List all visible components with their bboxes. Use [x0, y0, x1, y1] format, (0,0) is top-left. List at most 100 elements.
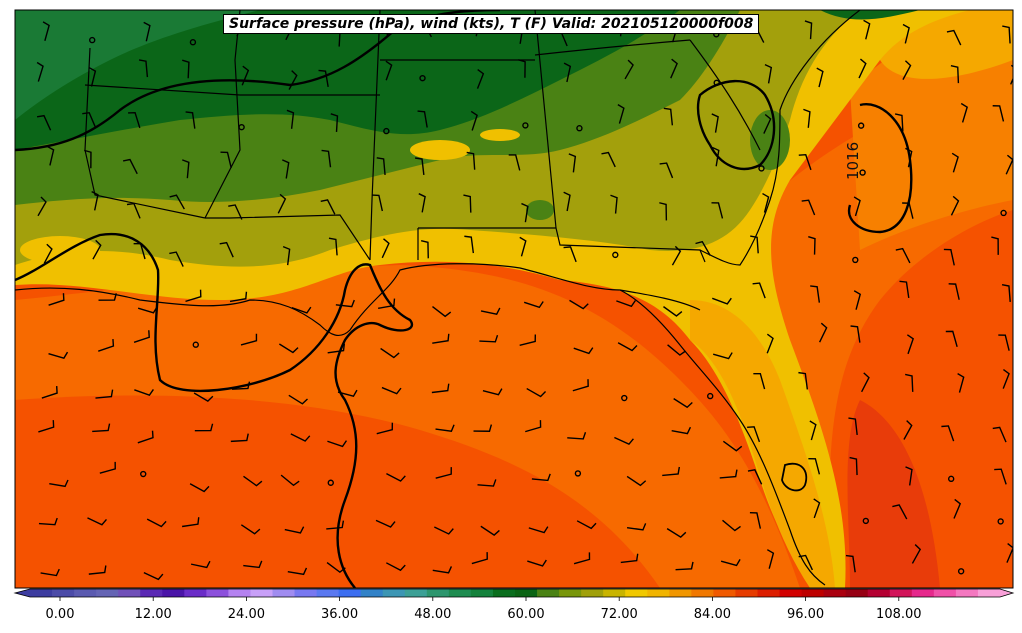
wind-barb — [378, 298, 396, 310]
colorbar-swatch — [228, 589, 252, 597]
wind-barb — [326, 520, 345, 530]
wind-barb — [228, 204, 243, 220]
wind-barb — [695, 240, 711, 256]
wind-barb — [614, 436, 634, 446]
colorbar-swatch — [118, 589, 141, 597]
wind-barb — [950, 64, 960, 84]
wind-barb — [853, 196, 861, 217]
wind-barb — [905, 147, 913, 168]
wind-barb — [48, 351, 69, 359]
wind-barb — [133, 242, 146, 260]
wind-barb — [899, 280, 910, 299]
calm-wind-marker — [576, 125, 583, 132]
wind-barb — [711, 113, 719, 133]
colorbar-swatch — [625, 589, 648, 597]
wind-barb — [185, 111, 196, 129]
wind-barbs — [36, 16, 1013, 581]
wind-barb — [711, 202, 724, 219]
wind-barb — [418, 193, 426, 213]
colorbar-swatch — [867, 589, 891, 597]
colorbar-swatch — [735, 589, 759, 597]
map-border — [14, 9, 1014, 589]
colorbar-tick-label: 108.00 — [876, 607, 922, 622]
wind-barb — [523, 301, 544, 309]
wind-barb — [482, 388, 503, 396]
map-title: Surface pressure (hPa), wind (kts), T (F… — [223, 14, 760, 34]
wind-barb — [951, 152, 959, 173]
wind-barb — [902, 202, 914, 219]
colorbar-swatch — [382, 589, 406, 597]
colorbar-swatch — [823, 589, 847, 597]
wind-barb — [1002, 25, 1011, 44]
wind-barb — [320, 199, 336, 215]
wind-barb — [169, 194, 185, 210]
calm-wind-marker — [862, 517, 870, 525]
wind-barb — [950, 195, 960, 216]
wind-barb — [193, 392, 214, 403]
wind-barb — [948, 283, 960, 300]
wind-barb — [381, 238, 390, 259]
wind-barb — [863, 19, 871, 40]
wind-barb — [43, 243, 53, 264]
wind-barb — [277, 193, 287, 214]
wind-barb — [466, 151, 476, 170]
wind-barb — [752, 282, 766, 299]
wind-barb — [169, 251, 184, 267]
wind-barb — [41, 386, 58, 399]
wind-barb — [386, 562, 406, 572]
wind-barb — [38, 517, 58, 526]
wind-barb — [667, 344, 686, 356]
colorbar-swatch — [316, 589, 340, 597]
colorbar-swatch — [140, 589, 163, 597]
colorbar-swatch — [955, 589, 979, 597]
wind-barb — [818, 322, 828, 343]
wind-barb — [435, 424, 455, 432]
wind-barb — [278, 343, 299, 354]
wind-barb — [712, 352, 733, 360]
wind-barb — [95, 389, 114, 399]
calm-wind-marker — [852, 256, 859, 264]
colorbar-swatch — [162, 589, 185, 597]
wind-barb — [521, 202, 529, 223]
wind-barb — [798, 153, 812, 171]
colorbar-swatch — [206, 589, 230, 597]
colorbar-extend-min — [15, 589, 30, 597]
wind-barb — [220, 151, 232, 169]
colorbar-swatch — [426, 589, 450, 597]
wind-barb — [282, 159, 290, 179]
wind-barb — [99, 461, 116, 474]
colorbar-swatch — [779, 589, 803, 597]
wind-barb — [808, 458, 821, 475]
wind-barb — [620, 553, 639, 564]
wind-barb — [146, 518, 167, 528]
wind-barb — [463, 194, 472, 213]
wind-barb — [722, 519, 741, 532]
wind-barb — [712, 146, 720, 167]
wind-barb — [617, 342, 638, 352]
wind-barb — [291, 306, 312, 314]
wind-barb — [92, 239, 102, 260]
wind-barb — [82, 111, 97, 128]
colorbar-swatch — [492, 589, 516, 597]
wind-barb — [991, 236, 999, 255]
wind-barb — [601, 151, 616, 168]
wind-barb — [861, 372, 870, 393]
wind-barb — [895, 247, 911, 264]
calm-wind-marker — [997, 518, 1004, 525]
wind-barb — [137, 430, 154, 444]
calm-wind-marker — [758, 165, 765, 172]
wind-barb — [190, 560, 211, 569]
wind-barb — [528, 526, 549, 534]
calm-wind-marker — [621, 394, 628, 402]
wind-barb — [953, 498, 962, 519]
wind-barb — [941, 425, 955, 442]
calm-wind-marker — [707, 392, 714, 400]
wind-barb — [328, 237, 338, 256]
wind-barb — [37, 196, 47, 217]
wind-barb — [431, 383, 450, 394]
wind-barb — [803, 108, 811, 128]
wind-barb — [473, 424, 493, 432]
colorbar-swatch — [52, 589, 75, 597]
calm-wind-marker — [140, 470, 147, 478]
